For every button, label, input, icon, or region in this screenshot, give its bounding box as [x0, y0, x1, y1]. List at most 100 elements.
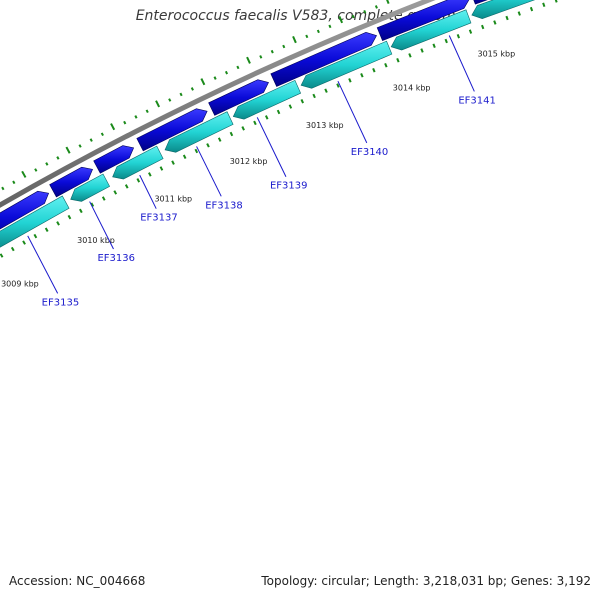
- gc-mark: [78, 144, 82, 148]
- scale-tick: [360, 73, 364, 78]
- gene-leader-line: [256, 117, 287, 177]
- scale-tick: [468, 29, 473, 34]
- scale-tick: [300, 98, 304, 104]
- gc-mark: [246, 56, 251, 64]
- gc-mark: [34, 168, 38, 172]
- forward-gene[interactable]: [93, 145, 135, 174]
- gene-leader-line: [89, 201, 114, 250]
- gc-mark: [100, 132, 104, 137]
- scale-tick: [10, 246, 15, 252]
- scale-tick: [481, 24, 485, 30]
- genome-stats-label: Topology: circular; Length: 3,218,031 bp…: [261, 574, 591, 588]
- scale-tick: [67, 214, 72, 220]
- backbone-band: [0, 0, 436, 209]
- gene-label[interactable]: EF3135: [42, 297, 80, 308]
- gene-label[interactable]: EF3136: [97, 253, 135, 264]
- scale-tick: [182, 154, 187, 160]
- forward-gene[interactable]: [208, 79, 269, 116]
- reverse-gene[interactable]: [70, 173, 111, 202]
- forward-gene[interactable]: [270, 32, 377, 87]
- gc-mark: [282, 44, 286, 49]
- gc-mark: [224, 70, 229, 75]
- scale-tick: [324, 88, 328, 93]
- reverse-gene[interactable]: [232, 79, 302, 120]
- gene-label[interactable]: EF3137: [140, 213, 178, 224]
- kbp-label: 3015 kbp: [477, 50, 515, 59]
- scale-tick: [44, 227, 49, 232]
- reverse-gene[interactable]: [300, 40, 393, 89]
- kbp-label: 3010 kbp: [77, 236, 115, 245]
- gc-mark: [65, 146, 71, 154]
- gc-mark: [190, 87, 194, 91]
- forward-strand-track: [0, 0, 560, 243]
- scale-tick: [517, 11, 521, 16]
- scale-tick: [372, 67, 376, 73]
- gc-mark: [351, 14, 355, 19]
- gc-mark: [328, 24, 332, 29]
- forward-gene[interactable]: [0, 190, 50, 243]
- scale-tick: [22, 240, 26, 245]
- scale-tick: [113, 190, 118, 195]
- scale-tick: [336, 83, 340, 88]
- scale-tick: [217, 137, 222, 142]
- scale-tick: [456, 34, 461, 39]
- scale-tick: [241, 126, 245, 131]
- gene-leader-line: [337, 80, 368, 144]
- gene-leader-line: [448, 35, 475, 92]
- scale-tick: [148, 172, 152, 177]
- scale-tick: [554, 0, 558, 3]
- scale-tick: [312, 93, 316, 99]
- gene-leader-line: [196, 146, 222, 197]
- gc-mark: [179, 92, 183, 97]
- scale-tick: [171, 160, 175, 165]
- scale-tick: [384, 62, 388, 68]
- scale-tick: [529, 6, 534, 12]
- gc-mark: [56, 156, 60, 160]
- scale-tick: [276, 109, 281, 115]
- forward-gene[interactable]: [136, 108, 208, 152]
- scale-tick: [493, 20, 497, 25]
- forward-gene[interactable]: [49, 166, 93, 198]
- gc-mark: [123, 120, 127, 125]
- gene-label[interactable]: EF3140: [351, 147, 389, 158]
- gc-mark: [316, 29, 320, 34]
- forward-gene[interactable]: [376, 0, 470, 42]
- scale-tick: [253, 120, 257, 126]
- gene-label[interactable]: EF3139: [270, 181, 308, 192]
- scale-tick: [79, 208, 83, 214]
- gene-label[interactable]: EF3138: [205, 200, 243, 211]
- scale-tick: [206, 143, 210, 148]
- gc-mark: [259, 55, 263, 59]
- gc-mark: [270, 49, 274, 54]
- reverse-gene[interactable]: [471, 0, 568, 19]
- kbp-label: 3014 kbp: [393, 83, 431, 92]
- scale-tick: [124, 184, 129, 189]
- gc-mark: [213, 76, 217, 80]
- forward-gene[interactable]: [470, 0, 560, 5]
- gene-leader-line: [139, 174, 157, 209]
- reverse-gene[interactable]: [0, 195, 70, 249]
- scale-tick: [194, 148, 199, 154]
- reverse-gene[interactable]: [390, 9, 472, 51]
- gc-mark: [338, 15, 344, 24]
- scale-tick: [396, 58, 400, 63]
- reverse-strand-track: [0, 0, 568, 249]
- gc-mark: [200, 78, 206, 86]
- reverse-gene[interactable]: [112, 145, 164, 180]
- gc-mark: [292, 35, 297, 44]
- kbp-label: 3009 kbp: [1, 280, 39, 289]
- scale-tick: [33, 233, 38, 239]
- gc-mark: [45, 162, 49, 166]
- gc-mark: [236, 65, 240, 70]
- scale-tick: [264, 115, 269, 120]
- scale-tick: [542, 2, 546, 7]
- gene-label[interactable]: EF3141: [458, 95, 496, 106]
- scale-tick: [90, 202, 95, 207]
- scale-tick: [159, 166, 164, 171]
- reverse-gene[interactable]: [164, 111, 234, 153]
- gc-mark: [89, 138, 93, 142]
- scale-tick: [136, 178, 141, 183]
- accession-label: Accession: NC_004668: [9, 574, 146, 588]
